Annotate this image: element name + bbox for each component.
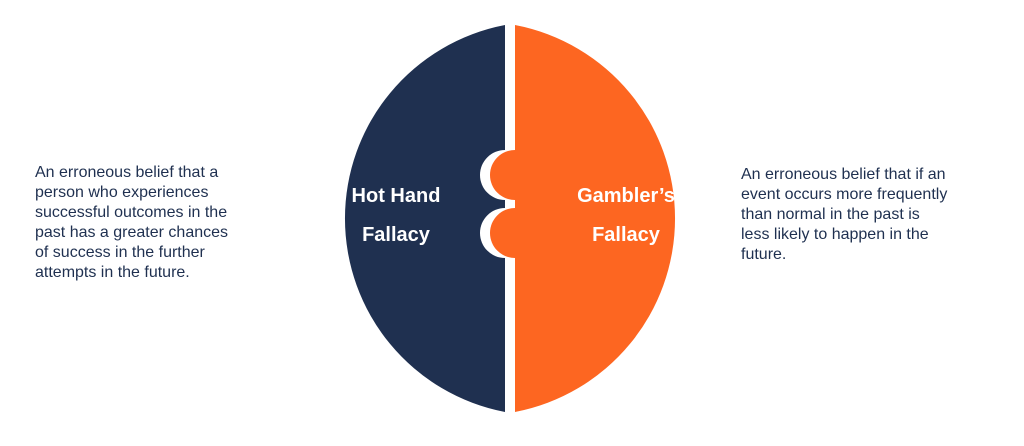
hot-hand-fallacy-half: [344, 25, 505, 412]
gamblers-description: An erroneous belief that if an event occ…: [741, 166, 948, 263]
gamblers-label-line1: Gambler’s: [577, 185, 675, 207]
hot-hand-description: An erroneous belief that a person who ex…: [35, 164, 229, 281]
gamblers-label-line2: Fallacy: [592, 224, 661, 246]
hot-hand-label-line1: Hot Hand: [352, 185, 441, 207]
gamblers-fallacy-half: [490, 25, 676, 412]
hot-hand-label-line2: Fallacy: [362, 224, 431, 246]
